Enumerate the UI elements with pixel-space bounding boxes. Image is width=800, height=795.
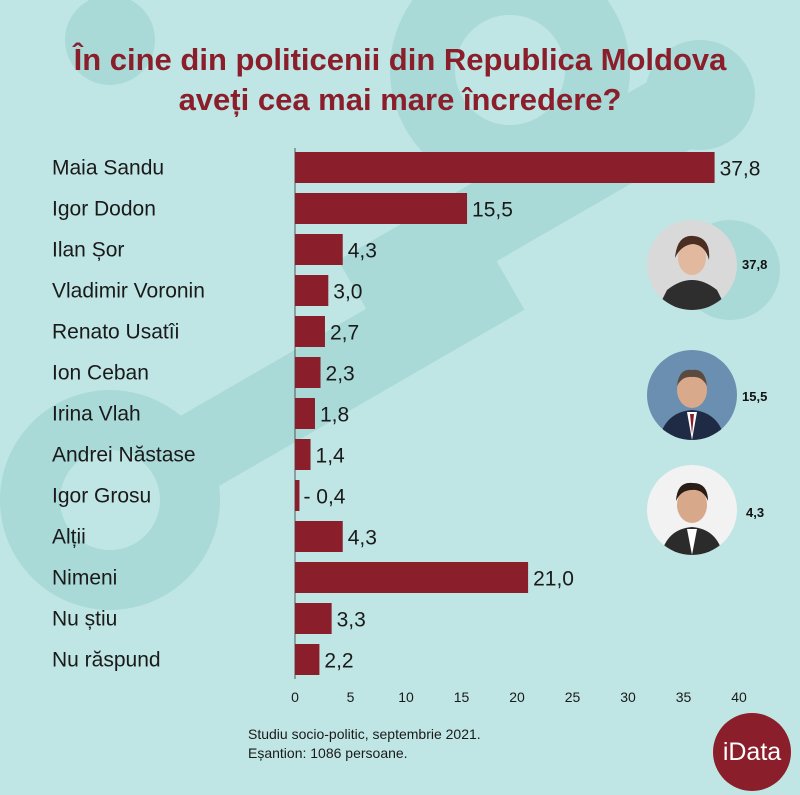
- x-tick-label-15: 15: [454, 689, 470, 705]
- portrait-value-igor-dodon: 15,5: [742, 389, 768, 404]
- category-label-8: Igor Grosu: [52, 485, 151, 508]
- bar-9: [295, 521, 343, 552]
- bar-11: [295, 603, 332, 634]
- bar-10: [295, 562, 529, 593]
- bar-0: [295, 152, 715, 183]
- category-label-5: Ion Ceban: [52, 362, 149, 385]
- value-label-8: - 0,4: [303, 486, 345, 509]
- idata-logo: iData: [713, 713, 791, 791]
- category-label-12: Nu răspund: [52, 649, 161, 672]
- category-label-3: Vladimir Voronin: [52, 280, 205, 303]
- title-line-2: aveți cea mai mare încredere?: [178, 82, 622, 117]
- category-label-7: Andrei Năstase: [52, 444, 196, 467]
- portrait-ilan-sor: [647, 465, 737, 555]
- value-label-4: 2,7: [330, 322, 359, 345]
- title-line-1: În cine din politicenii din Republica Mo…: [73, 42, 727, 77]
- value-label-11: 3,3: [337, 609, 366, 632]
- igor-dodon-photo: [647, 350, 737, 440]
- category-label-2: Ilan Șor: [52, 239, 124, 262]
- bar-12: [295, 644, 320, 675]
- portrait-value-maia-sandu: 37,8: [742, 257, 768, 272]
- maia-sandu-photo: [647, 220, 737, 310]
- value-label-9: 4,3: [348, 527, 377, 550]
- idata-logo-text: iData: [722, 737, 782, 766]
- category-label-10: Nimeni: [52, 567, 117, 590]
- bar-3: [295, 275, 329, 306]
- x-tick-label-30: 30: [620, 689, 636, 705]
- category-label-6: Irina Vlah: [52, 403, 141, 426]
- value-label-12: 2,2: [324, 650, 353, 673]
- value-label-2: 4,3: [348, 240, 377, 263]
- x-tick-label-0: 0: [291, 689, 299, 705]
- category-label-0: Maia Sandu: [52, 157, 164, 180]
- portrait-value-ilan-sor: 4,3: [746, 505, 765, 520]
- value-label-7: 1,4: [316, 445, 346, 468]
- bar-7: [295, 439, 311, 470]
- bar-6: [295, 398, 315, 429]
- value-label-1: 15,5: [472, 199, 513, 222]
- x-tick-label-25: 25: [565, 689, 581, 705]
- bars-layer: Maia Sandu 37,8 Igor Dodon 15,5 Ilan Șor 4,3 V…: [52, 152, 760, 675]
- x-tick-label-10: 10: [398, 689, 414, 705]
- x-tick-label-20: 20: [509, 689, 525, 705]
- ilan-sor-photo: [647, 465, 737, 555]
- bar-4: [295, 316, 325, 347]
- x-tick-label-35: 35: [676, 689, 692, 705]
- source-note-line-2: Eșantion: 1086 persoane.: [248, 745, 408, 761]
- source-note: Studiu socio-politic, septembrie 2021. E…: [248, 725, 481, 763]
- value-label-0: 37,8: [720, 158, 761, 181]
- value-label-5: 2,3: [326, 363, 355, 386]
- value-label-3: 3,0: [333, 281, 362, 304]
- bar-2: [295, 234, 343, 265]
- portrait-igor-dodon: [647, 350, 737, 440]
- value-label-6: 1,8: [320, 404, 349, 427]
- category-label-11: Nu știu: [52, 608, 117, 631]
- x-tick-label-40: 40: [731, 689, 747, 705]
- category-label-4: Renato Usatîi: [52, 321, 179, 344]
- bar-1: [295, 193, 468, 224]
- bar-5: [295, 357, 321, 388]
- category-label-1: Igor Dodon: [52, 198, 156, 221]
- portrait-maia-sandu: [647, 220, 737, 310]
- chart-title: În cine din politicenii din Republica Mo…: [0, 40, 800, 120]
- bar-8: [295, 480, 300, 511]
- source-note-line-1: Studiu socio-politic, septembrie 2021.: [248, 726, 481, 742]
- x-tick-label-5: 5: [347, 689, 355, 705]
- value-label-10: 21,0: [533, 568, 574, 591]
- category-label-9: Alții: [52, 526, 86, 549]
